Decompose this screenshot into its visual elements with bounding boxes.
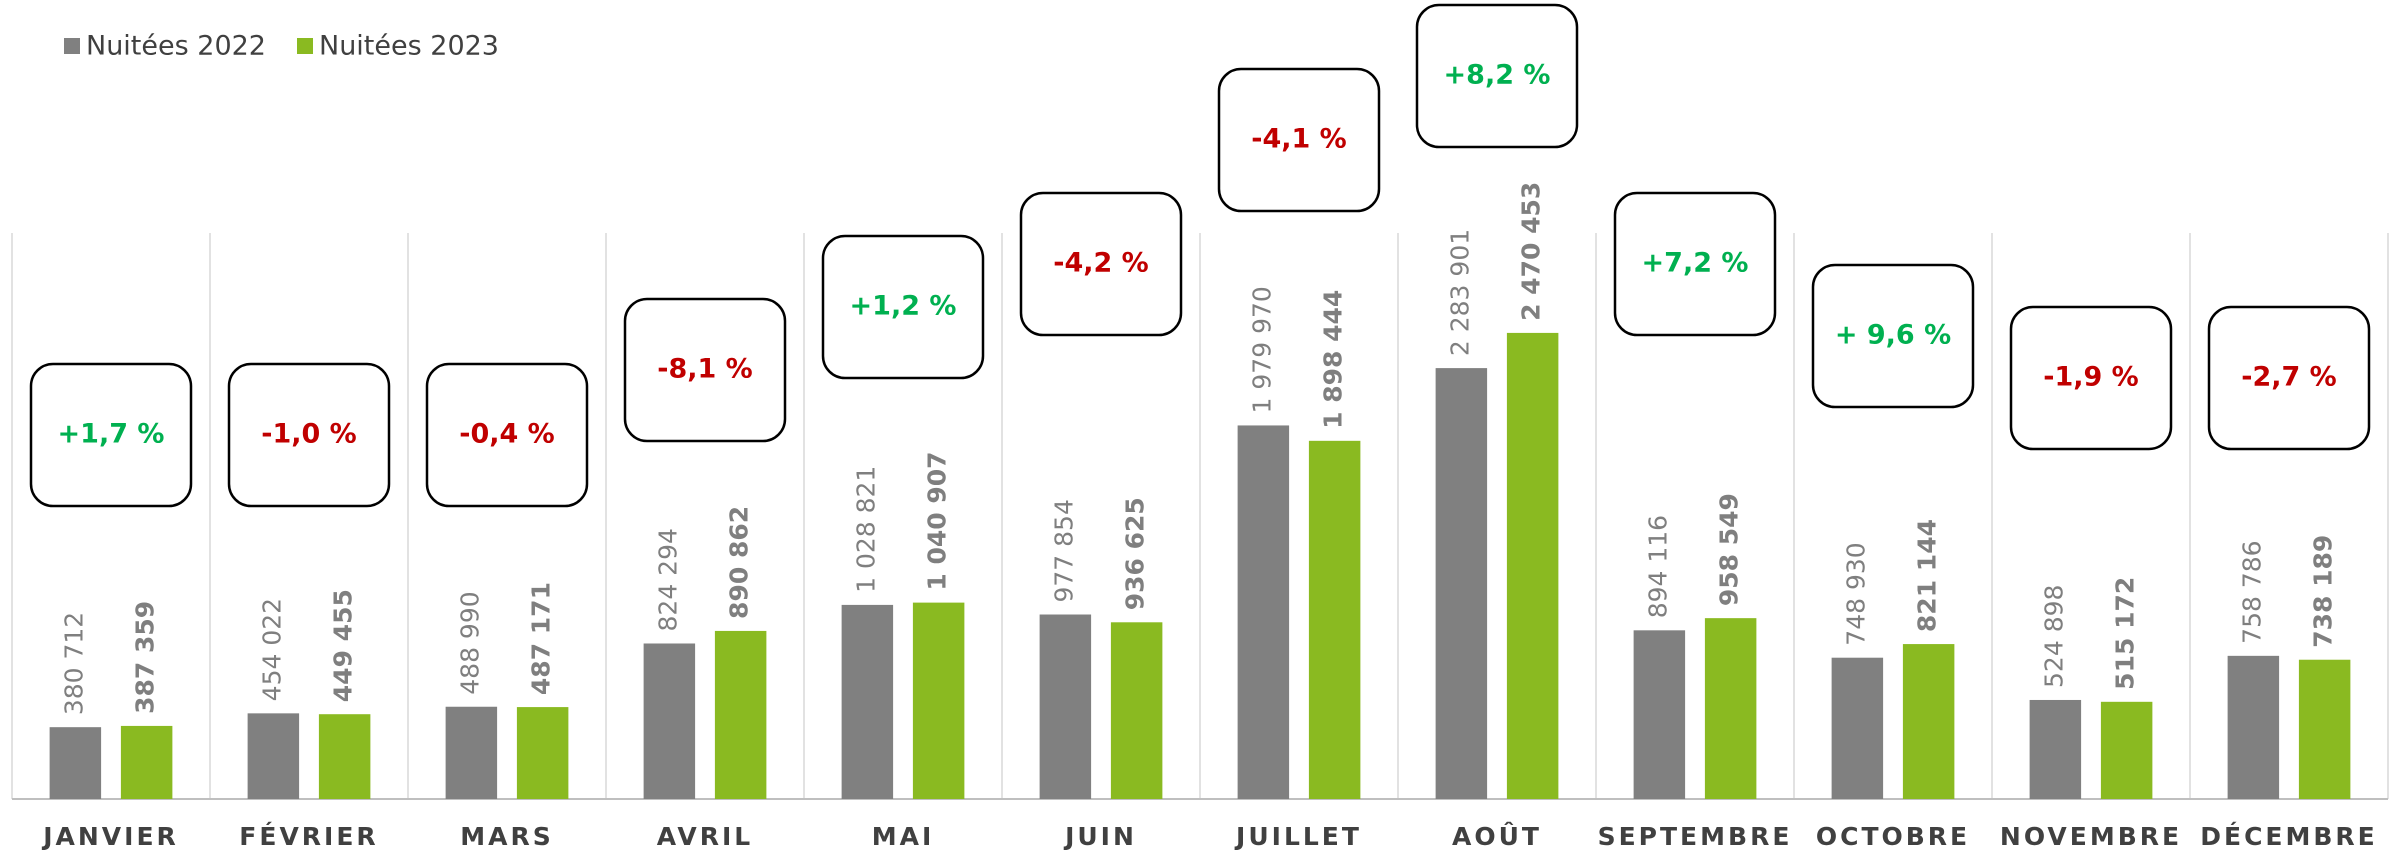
x-tick-label: SEPTEMBRE (1598, 822, 1793, 851)
value-label: 387 359 (131, 601, 160, 714)
bar (1633, 630, 1686, 799)
value-label: 890 862 (725, 506, 754, 619)
legend-swatch (297, 38, 313, 54)
bar (2100, 701, 2153, 799)
bar (643, 643, 696, 799)
annotation: +1,2 % (850, 291, 957, 322)
value-label: 738 189 (2309, 535, 2338, 648)
bar (1704, 618, 1757, 799)
value-label: 977 854 (1049, 499, 1078, 602)
bar (516, 707, 569, 799)
annotation: +1,7 % (58, 419, 165, 450)
x-tick-label: FÉVRIER (239, 822, 378, 851)
x-tick-label: MARS (460, 822, 553, 851)
bar (1308, 440, 1361, 799)
annotation-box (2009, 305, 2173, 451)
annotation-box (1415, 3, 1579, 149)
x-tick-label: DÉCEMBRE (2200, 822, 2378, 851)
annotation-box (623, 297, 787, 443)
annotation-box (227, 362, 391, 508)
annotation: +8,2 % (1444, 60, 1551, 91)
annotation-box (821, 234, 985, 380)
bar (1110, 622, 1163, 799)
value-label: 2 470 453 (1517, 182, 1546, 321)
bar (912, 602, 965, 799)
x-tick-label: JANVIER (41, 822, 179, 851)
value-label: 454 022 (257, 598, 286, 701)
annotation: -2,7 % (2241, 362, 2337, 393)
annotation: + 9,6 % (1835, 320, 1951, 351)
annotation-box (1613, 191, 1777, 337)
value-label: 2 283 901 (1445, 229, 1474, 356)
value-label: 1 028 821 (851, 466, 880, 593)
annotation: -1,0 % (261, 419, 357, 450)
value-label: 1 979 970 (1247, 286, 1276, 413)
value-label: 894 116 (1643, 515, 1672, 618)
value-label: 958 549 (1715, 493, 1744, 606)
value-label: 758 786 (2237, 540, 2266, 643)
value-label: 380 712 (59, 612, 88, 715)
bar (1506, 332, 1559, 799)
bar (1831, 657, 1884, 799)
x-tick-label: NOVEMBRE (2000, 822, 2182, 851)
value-label: 1 898 444 (1319, 290, 1348, 429)
value-label: 524 898 (2039, 585, 2068, 688)
bar (714, 630, 767, 799)
annotation: -1,9 % (2043, 362, 2139, 393)
bar (1902, 644, 1955, 799)
x-tick-label: JUILLET (1234, 822, 1362, 851)
x-tick-label: OCTOBRE (1816, 822, 1970, 851)
bar (1039, 614, 1092, 799)
annotation: -4,2 % (1053, 248, 1149, 279)
annotation-box (1217, 67, 1381, 213)
bar (247, 713, 300, 799)
bar (1237, 425, 1290, 799)
value-label: 824 294 (653, 528, 682, 631)
value-label: 488 990 (455, 591, 484, 694)
bar (2029, 699, 2082, 799)
bar (49, 727, 102, 799)
value-label: 449 455 (329, 589, 358, 702)
bar (2227, 655, 2280, 799)
annotation-box (425, 362, 589, 508)
bar (2298, 659, 2351, 799)
bar (318, 714, 371, 799)
value-label: 487 171 (527, 582, 556, 695)
bar (445, 706, 498, 799)
x-tick-label: MAI (872, 822, 935, 851)
annotation: -4,1 % (1251, 124, 1347, 155)
bar (1435, 368, 1488, 799)
annotation-box (1811, 263, 1975, 409)
annotation: -8,1 % (657, 354, 753, 385)
value-label: 1 040 907 (923, 451, 952, 590)
annotation-box (2207, 305, 2371, 451)
x-tick-label: AOÛT (1452, 821, 1542, 851)
bar (841, 604, 894, 799)
legend-swatch (64, 38, 80, 54)
annotation: +7,2 % (1642, 248, 1749, 279)
x-tick-label: JUIN (1063, 822, 1137, 851)
annotation-box (29, 362, 193, 508)
legend-label: Nuitées 2023 (319, 31, 499, 62)
value-label: 821 144 (1913, 519, 1942, 632)
legend-label: Nuitées 2022 (86, 31, 266, 62)
value-label: 936 625 (1121, 497, 1150, 610)
annotation: -0,4 % (459, 419, 555, 450)
x-tick-label: AVRIL (657, 822, 753, 851)
value-label: 515 172 (2111, 577, 2140, 690)
bar (120, 725, 173, 799)
value-label: 748 930 (1841, 542, 1870, 645)
annotation-box (1019, 191, 1183, 337)
